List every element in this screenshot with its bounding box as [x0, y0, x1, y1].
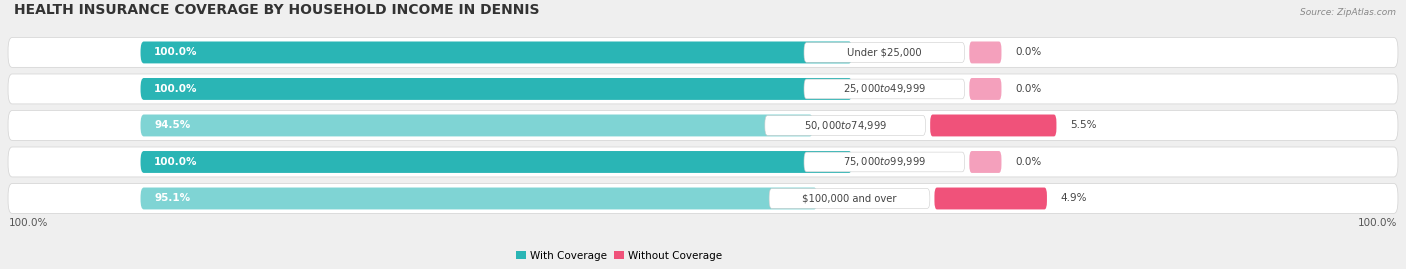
FancyBboxPatch shape [804, 152, 965, 172]
Text: 100.0%: 100.0% [155, 47, 198, 58]
Text: Source: ZipAtlas.com: Source: ZipAtlas.com [1301, 8, 1396, 17]
Text: HEALTH INSURANCE COVERAGE BY HOUSEHOLD INCOME IN DENNIS: HEALTH INSURANCE COVERAGE BY HOUSEHOLD I… [14, 3, 540, 17]
Text: $100,000 and over: $100,000 and over [803, 193, 897, 203]
FancyBboxPatch shape [765, 116, 925, 135]
Text: Under $25,000: Under $25,000 [846, 47, 922, 58]
FancyBboxPatch shape [141, 187, 817, 210]
Text: 94.5%: 94.5% [155, 121, 191, 130]
FancyBboxPatch shape [141, 78, 852, 100]
Text: $25,000 to $49,999: $25,000 to $49,999 [842, 83, 927, 95]
Text: 0.0%: 0.0% [1015, 47, 1042, 58]
FancyBboxPatch shape [8, 74, 1398, 104]
Text: 100.0%: 100.0% [155, 157, 198, 167]
Legend: With Coverage, Without Coverage: With Coverage, Without Coverage [512, 246, 727, 265]
FancyBboxPatch shape [8, 183, 1398, 213]
Text: 100.0%: 100.0% [1358, 218, 1398, 228]
FancyBboxPatch shape [8, 111, 1398, 140]
Text: $50,000 to $74,999: $50,000 to $74,999 [804, 119, 887, 132]
FancyBboxPatch shape [969, 151, 1001, 173]
FancyBboxPatch shape [769, 189, 929, 208]
FancyBboxPatch shape [969, 78, 1001, 100]
Text: $75,000 to $99,999: $75,000 to $99,999 [842, 155, 927, 168]
FancyBboxPatch shape [8, 147, 1398, 177]
FancyBboxPatch shape [804, 79, 965, 99]
FancyBboxPatch shape [804, 43, 965, 62]
FancyBboxPatch shape [141, 151, 852, 173]
FancyBboxPatch shape [141, 41, 852, 63]
Text: 100.0%: 100.0% [155, 84, 198, 94]
Text: 0.0%: 0.0% [1015, 84, 1042, 94]
Text: 0.0%: 0.0% [1015, 157, 1042, 167]
FancyBboxPatch shape [935, 187, 1047, 210]
Text: 95.1%: 95.1% [155, 193, 190, 203]
Text: 100.0%: 100.0% [8, 218, 48, 228]
FancyBboxPatch shape [931, 115, 1056, 136]
Text: 5.5%: 5.5% [1070, 121, 1097, 130]
FancyBboxPatch shape [8, 37, 1398, 68]
Text: 4.9%: 4.9% [1060, 193, 1087, 203]
FancyBboxPatch shape [141, 115, 813, 136]
FancyBboxPatch shape [969, 41, 1001, 63]
